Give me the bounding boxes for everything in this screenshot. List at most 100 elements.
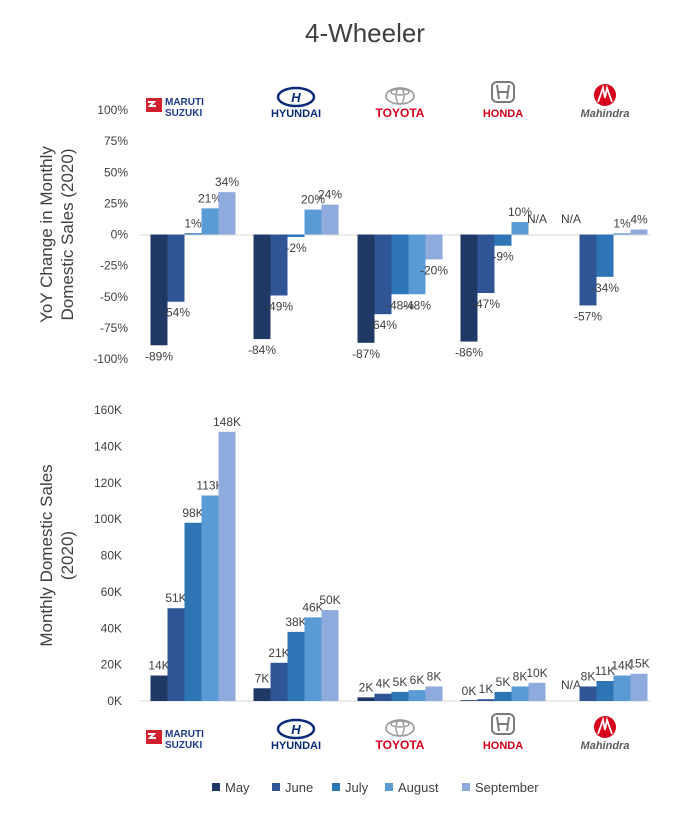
legend-label: July bbox=[345, 780, 369, 795]
y-tick-label: -50% bbox=[100, 290, 128, 304]
bar-june-hyundai bbox=[270, 662, 288, 701]
honda-h-icon bbox=[496, 716, 510, 732]
data-label: -87% bbox=[352, 347, 380, 361]
bar-september-mahindra bbox=[630, 229, 648, 235]
logo-text: Mahindra bbox=[581, 740, 630, 752]
y-tick-label: 160K bbox=[94, 403, 122, 417]
bar-may-toyota bbox=[357, 234, 375, 343]
y-tick-label: 0% bbox=[111, 228, 129, 242]
bar-may-maruti-suzuki bbox=[150, 234, 168, 346]
data-label: -9% bbox=[492, 250, 514, 264]
data-label: -20% bbox=[420, 263, 448, 277]
data-label: 1% bbox=[184, 216, 202, 230]
bar-may-hyundai bbox=[253, 688, 271, 701]
group-maruti-suzuki: -89% -54% 1% 21% 34% bbox=[145, 175, 239, 363]
data-label: -49% bbox=[265, 300, 293, 314]
y-tick-label: 20K bbox=[101, 658, 122, 672]
legend-item-june: June bbox=[272, 780, 313, 795]
bar-july-hyundai bbox=[287, 234, 305, 237]
y-tick-label: 75% bbox=[104, 134, 128, 148]
legend: May June July August September bbox=[212, 780, 539, 795]
bar-may-honda bbox=[460, 700, 478, 701]
bar-september-hyundai bbox=[321, 610, 339, 701]
logo-text-line2: SUZUKI bbox=[165, 108, 202, 119]
chart-title: 4-Wheeler bbox=[305, 18, 425, 48]
honda-h-icon bbox=[496, 84, 510, 100]
data-label: N/A bbox=[561, 678, 581, 692]
toyota-inner-ring-icon bbox=[395, 87, 405, 105]
data-label: N/A bbox=[527, 212, 547, 226]
bar-june-maruti-suzuki bbox=[167, 608, 185, 701]
data-label: -2% bbox=[285, 241, 307, 255]
y-tick-label: 140K bbox=[94, 439, 122, 453]
data-label: 38K bbox=[285, 615, 306, 629]
hyundai-emblem-icon bbox=[276, 86, 316, 108]
data-label: 11K bbox=[595, 664, 615, 678]
y-axis-label-line: (2020) bbox=[58, 531, 77, 580]
data-label: 1K bbox=[479, 682, 494, 696]
logo-text: TOYOTA bbox=[376, 738, 425, 752]
logo-text: TOYOTA bbox=[376, 106, 425, 120]
bar-july-toyota bbox=[391, 691, 409, 701]
legend-item-may: May bbox=[212, 780, 250, 795]
data-label: 7K bbox=[255, 671, 270, 685]
bar-july-honda bbox=[494, 691, 512, 701]
legend-swatch bbox=[272, 783, 280, 791]
bar-september-hyundai bbox=[321, 204, 339, 235]
bar-july-maruti-suzuki bbox=[184, 522, 202, 701]
bar-august-mahindra bbox=[613, 233, 631, 235]
toyota-emblem-icon bbox=[385, 719, 415, 737]
y-tick-label: 40K bbox=[101, 621, 122, 635]
mahindra-m-icon bbox=[597, 716, 613, 735]
group-toyota: 2K 4K 5K 6K 8K bbox=[357, 669, 443, 701]
y-axis-label: YoY Change in Monthly Domestic Sales (202… bbox=[37, 146, 77, 323]
toyota-crossbar-icon bbox=[390, 88, 410, 96]
bar-august-mahindra bbox=[613, 675, 631, 701]
logo-hyundai: H HYUNDAI bbox=[271, 86, 321, 120]
logo-text-line1: MARUTI bbox=[165, 97, 204, 108]
data-label: 4K bbox=[376, 677, 391, 691]
logo-text: HONDA bbox=[483, 108, 523, 120]
suzuki-s-icon bbox=[147, 101, 157, 107]
data-label: 4% bbox=[630, 213, 648, 227]
bar-august-maruti-suzuki bbox=[201, 208, 219, 235]
bar-september-mahindra bbox=[630, 673, 648, 701]
bar-may-hyundai bbox=[253, 234, 271, 340]
data-label: 113K bbox=[196, 478, 223, 492]
y-tick-label: 100K bbox=[94, 512, 122, 526]
bar-august-honda bbox=[511, 222, 529, 235]
hyundai-h-icon: H bbox=[291, 90, 301, 105]
logo-honda: HONDA bbox=[483, 713, 523, 752]
legend-swatch bbox=[212, 783, 220, 791]
group-maruti-suzuki: 14K 51K 98K 113K 148K bbox=[148, 415, 241, 701]
legend-label: May bbox=[225, 780, 250, 795]
group-hyundai: -84% -49% -2% 20%24% bbox=[248, 188, 342, 357]
toyota-inner-ring-icon bbox=[395, 719, 405, 737]
logo-toyota: TOYOTA bbox=[376, 87, 425, 120]
logo-honda: HONDA bbox=[483, 81, 523, 120]
bar-september-maruti-suzuki bbox=[218, 192, 236, 235]
y-tick-label: -25% bbox=[100, 259, 128, 273]
legend-label: September bbox=[475, 780, 539, 795]
y-axis-label-line: Monthly Domestic Sales bbox=[37, 464, 56, 646]
data-label: N/A bbox=[561, 212, 581, 226]
data-label: 8K bbox=[581, 669, 596, 683]
y-tick-label: 80K bbox=[101, 549, 122, 563]
logo-text: HYUNDAI bbox=[271, 740, 321, 752]
legend-label: August bbox=[398, 780, 439, 795]
data-label: 34% bbox=[215, 175, 239, 189]
bar-june-mahindra bbox=[579, 234, 597, 306]
data-label: -84% bbox=[248, 343, 276, 357]
bar-august-toyota bbox=[408, 690, 426, 701]
bar-june-toyota bbox=[374, 234, 392, 315]
y-tick-label: 50% bbox=[104, 165, 128, 179]
data-label: 14K bbox=[611, 659, 632, 673]
bar-august-maruti-suzuki bbox=[201, 495, 219, 701]
data-label: 46K bbox=[302, 600, 323, 614]
logo-text: Mahindra bbox=[581, 108, 630, 120]
honda-emblem-icon bbox=[491, 81, 515, 103]
hyundai-h-icon: H bbox=[291, 722, 301, 737]
logo-text-line2: SUZUKI bbox=[165, 740, 202, 751]
